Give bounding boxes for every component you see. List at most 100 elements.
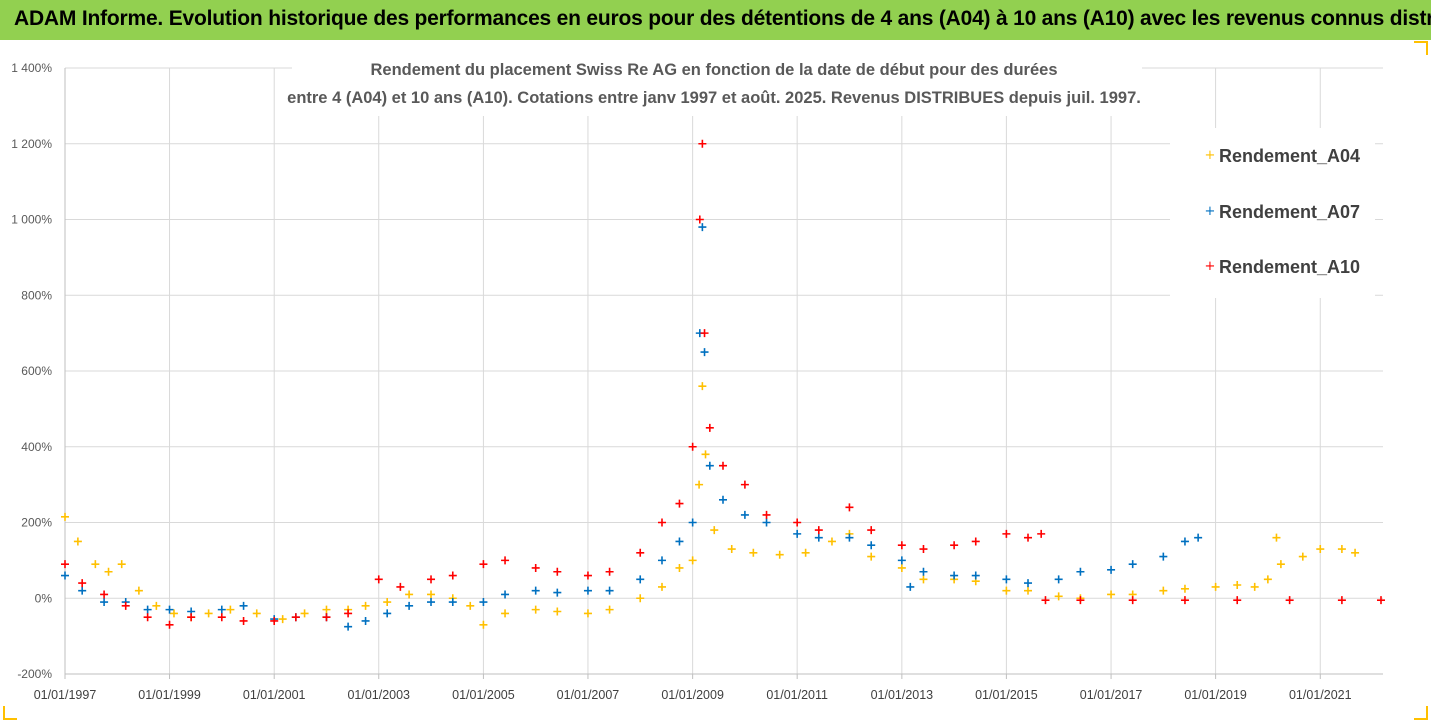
data-point-a10: [1024, 533, 1033, 542]
legend-marker-a07: +: [1205, 204, 1216, 219]
data-point-a07: [688, 518, 697, 527]
y-tick-label: 1 200%: [11, 137, 52, 151]
data-point-a04: [1180, 584, 1189, 593]
y-tick-label: -200%: [17, 667, 52, 681]
data-point-a07: [427, 598, 436, 607]
legend-marker-a10: +: [1205, 259, 1216, 274]
data-point-a04: [897, 563, 906, 572]
data-point-a07: [814, 533, 823, 542]
data-point-a07: [501, 590, 510, 599]
x-tick-label: 01/01/2001: [243, 688, 306, 702]
data-point-a04: [1250, 582, 1259, 591]
data-point-a10: [217, 613, 226, 622]
data-point-a07: [217, 605, 226, 614]
data-point-a10: [1337, 596, 1346, 605]
data-point-a10: [187, 613, 196, 622]
chart-title-line-1: Rendement du placement Swiss Re AG en fo…: [370, 61, 1057, 79]
data-point-a07: [657, 556, 666, 565]
data-point-a10: [867, 526, 876, 535]
chart-title-line-2: entre 4 (A04) et 10 ans (A10). Cotations…: [287, 89, 1141, 107]
data-point-a07: [583, 586, 592, 595]
data-point-a07: [950, 571, 959, 580]
data-point-a07: [700, 348, 709, 357]
data-point-a10: [479, 560, 488, 569]
data-point-a07: [698, 223, 707, 232]
data-point-a10: [1041, 596, 1050, 605]
data-point-a04: [657, 582, 666, 591]
data-point-a10: [1180, 596, 1189, 605]
chart-title-background: [292, 54, 1142, 116]
data-point-a07: [100, 598, 109, 607]
data-point-a10: [695, 215, 704, 224]
data-point-a07: [78, 586, 87, 595]
data-point-a10: [1128, 596, 1137, 605]
data-point-a04: [749, 548, 758, 557]
frame-corner-top-right: [1414, 41, 1428, 55]
data-point-a07: [1076, 567, 1085, 576]
x-tick-label: 01/01/2015: [975, 688, 1038, 702]
data-point-a04: [1337, 545, 1346, 554]
data-point-a07: [762, 518, 771, 527]
data-point-a10: [1076, 596, 1085, 605]
data-point-a04: [1159, 586, 1168, 595]
data-point-a04: [605, 605, 614, 614]
data-point-a04: [695, 480, 704, 489]
data-point-a04: [919, 575, 928, 584]
data-point-a10: [531, 563, 540, 572]
data-point-a07: [479, 598, 488, 607]
data-point-a07: [361, 616, 370, 625]
scatter-chart: 1 400% 1 200% 1 000% 800% 600% 400% 200% 0% -200…: [3, 41, 1428, 720]
data-point-a04: [1107, 590, 1116, 599]
data-point-a10: [270, 616, 279, 625]
data-point-a10: [583, 571, 592, 580]
x-tick-label: 01/01/2009: [661, 688, 724, 702]
data-point-a10: [165, 620, 174, 629]
legend-marker-a04: +: [1205, 148, 1216, 163]
data-point-a04: [801, 548, 810, 557]
data-point-a10: [718, 461, 727, 470]
data-point-a10: [427, 575, 436, 584]
data-point-a04: [1316, 545, 1325, 554]
data-point-a07: [61, 571, 69, 580]
data-point-a04: [1002, 586, 1011, 595]
data-point-a07: [605, 586, 614, 595]
data-point-a07: [1107, 565, 1116, 574]
data-point-a04: [405, 590, 414, 599]
y-tick-label: 1 000%: [11, 213, 52, 227]
data-point-a10: [1233, 596, 1242, 605]
data-point-a04: [583, 609, 592, 618]
data-point-a07: [906, 582, 915, 591]
data-point-a07: [793, 529, 802, 538]
data-point-a04: [1272, 533, 1281, 542]
data-point-a10: [700, 329, 709, 338]
data-point-a04: [169, 609, 178, 618]
data-point-a04: [727, 545, 736, 554]
data-point-a07: [1128, 560, 1137, 569]
x-tick-label: 01/01/2013: [871, 688, 934, 702]
data-point-a07: [1159, 552, 1168, 561]
data-point-a10: [705, 423, 714, 432]
data-point-a04: [252, 609, 261, 618]
x-axis-tick-labels: 01/01/1997 01/01/1999 01/01/2001 01/01/2003…: [34, 688, 1352, 702]
x-tick-label: 01/01/2003: [347, 688, 410, 702]
data-point-a07: [1024, 579, 1033, 588]
data-point-a07: [383, 609, 392, 618]
data-point-a10: [688, 442, 697, 451]
data-point-a07: [165, 605, 174, 614]
data-point-a10: [971, 537, 980, 546]
data-point-a04: [466, 601, 475, 610]
legend-label-a04: Rendement_A04: [1219, 146, 1360, 166]
data-point-a10: [501, 556, 510, 565]
data-point-a04: [675, 563, 684, 572]
data-point-a07: [143, 605, 152, 614]
data-point-a10: [698, 139, 707, 148]
frame-corner-bottom-right: [1414, 706, 1428, 720]
data-point-a10: [100, 590, 109, 599]
data-point-a07: [919, 567, 928, 576]
x-tick-label: 01/01/1997: [34, 688, 97, 702]
x-tick-label: 01/01/2011: [766, 688, 828, 702]
data-point-a07: [740, 510, 749, 519]
data-point-a07: [531, 586, 540, 595]
data-point-a10: [553, 567, 562, 576]
x-tick-label: 01/01/1999: [138, 688, 201, 702]
